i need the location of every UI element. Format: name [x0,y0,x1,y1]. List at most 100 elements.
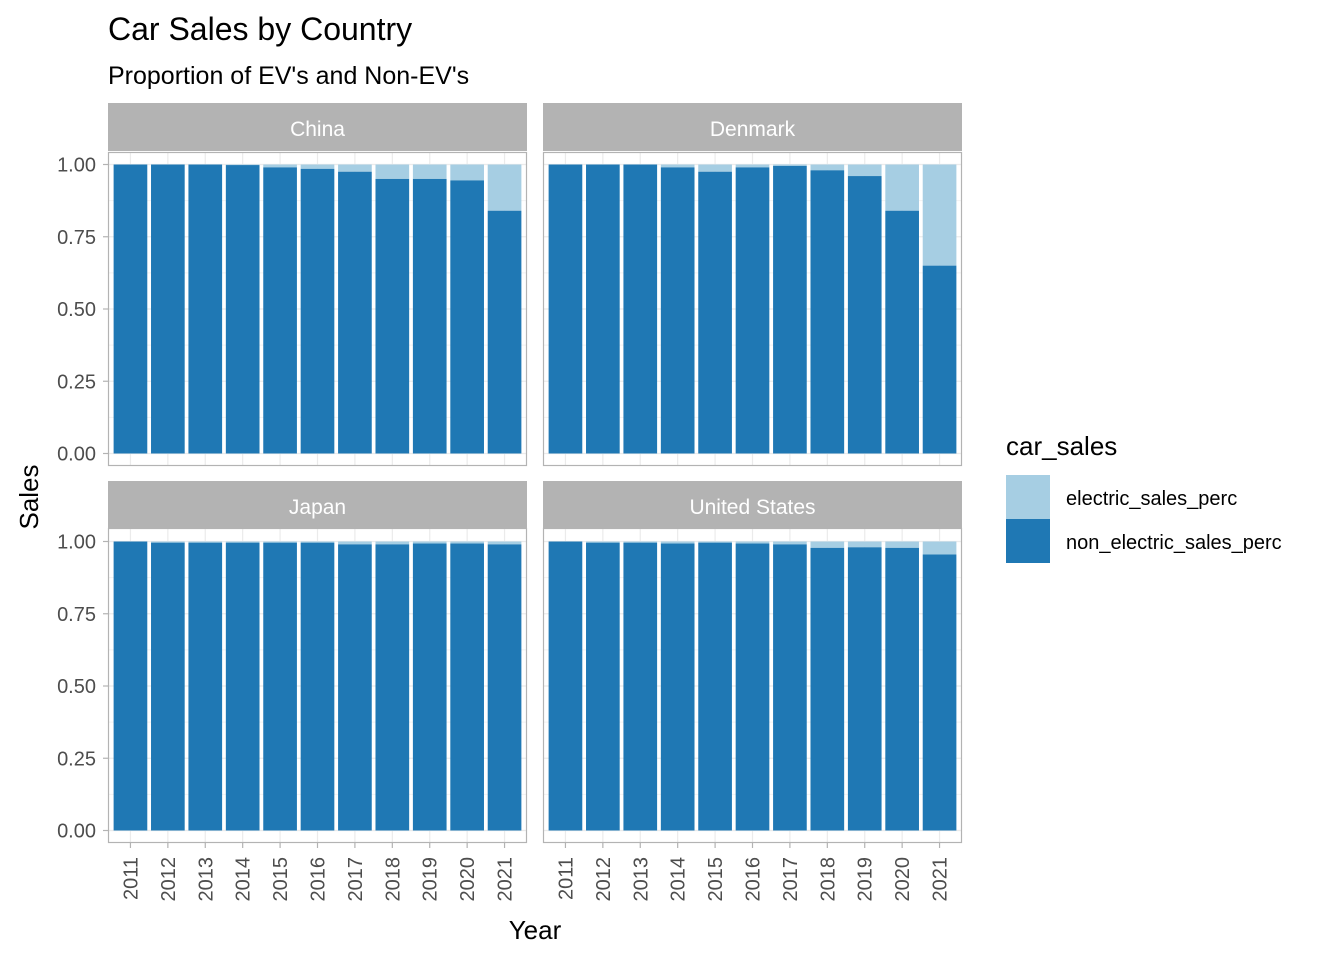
x-tick-label: 2013 [195,857,217,902]
x-tick-label: 2011 [555,857,577,900]
x-tick-label: 2017 [780,857,802,902]
bar-electric-united-states-2013 [623,541,658,543]
legend-swatch-electric [1006,475,1050,519]
bar-non-electric-china-2019 [412,178,447,454]
legend-label-electric: electric_sales_perc [1066,488,1237,510]
bar-non-electric-china-2011 [113,164,148,454]
x-axis-ticks: 2011 2012 2013 2014 2015 2016 2017 2018 2019 2020… [120,843,952,902]
bar-non-electric-denmark-2019 [847,176,882,454]
bar-non-electric-denmark-2018 [810,170,845,454]
bar-non-electric-united-states-2011 [548,541,583,831]
x-tick-label: 2015 [270,857,292,902]
bar-electric-united-states-2017 [773,541,807,545]
strip-label-denmark: Denmark [710,118,796,141]
bar-non-electric-united-states-2015 [698,542,732,831]
x-tick-label: 2020 [892,857,914,902]
x-axis-title: Year [509,915,562,945]
bar-electric-china-2015 [263,164,297,168]
bar-electric-denmark-2015 [698,164,732,172]
strip-china [108,103,527,151]
bar-non-electric-china-2014 [225,165,260,454]
y-tick-label: 1.00 [57,532,96,554]
panel-border [107,527,528,844]
bar-non-electric-japan-2013 [188,542,223,831]
y-tick-label: 0.50 [57,299,96,321]
bar-non-electric-china-2013 [188,164,223,454]
bar-electric-japan-2018 [375,541,410,545]
bar-non-electric-japan-2019 [412,543,447,831]
y-tick-label: 1.00 [57,155,96,177]
bar-non-electric-united-states-2017 [773,544,807,831]
bar-electric-denmark-2016 [735,164,770,168]
x-tick-label: 2012 [593,857,615,902]
bar-electric-united-states-2018 [810,541,845,548]
legend-swatch-non-electric [1006,519,1050,563]
bar-electric-united-states-2014 [660,541,695,544]
y-tick-label: 0.25 [57,371,96,393]
y-axis-title: Sales [14,464,44,529]
x-tick-label: 2018 [382,857,404,902]
bar-non-electric-united-states-2013 [623,542,658,831]
bar-electric-china-2020 [450,164,484,181]
y-tick-label: 0.50 [57,676,96,698]
x-tick-label: 2019 [420,857,442,902]
facet-panels: China 0.00 0.25 0.50 0.75 1.00 Denmark Japan 0.0… [57,103,963,844]
bar-non-electric-china-2015 [263,167,297,454]
bar-electric-denmark-2019 [847,164,882,177]
bar-electric-china-2016 [300,164,335,169]
x-tick-label: 2020 [457,857,479,902]
bar-electric-japan-2016 [300,541,335,543]
bar-electric-china-2021 [487,164,522,211]
bar-electric-japan-2012 [151,541,185,543]
bar-electric-japan-2013 [188,541,223,543]
panel-border [542,527,963,844]
panel-china: China 0.00 0.25 0.50 0.75 1.00 [57,103,528,467]
bar-electric-united-states-2020 [885,541,919,548]
x-tick-label: 2011 [120,857,142,900]
strip-label-china: China [290,118,345,141]
bar-non-electric-japan-2012 [151,542,185,831]
bar-non-electric-denmark-2013 [623,164,658,454]
bar-non-electric-united-states-2016 [735,543,770,831]
bar-electric-china-2018 [375,164,410,179]
legend: car_sales electric_sales_perc non_electr… [1006,431,1282,563]
bar-non-electric-denmark-2021 [922,265,957,454]
bar-electric-denmark-2017 [773,164,807,166]
bar-electric-denmark-2014 [660,164,695,168]
bar-non-electric-japan-2020 [450,543,484,831]
bar-non-electric-denmark-2015 [698,171,732,454]
bar-non-electric-japan-2018 [375,544,410,831]
bar-non-electric-denmark-2014 [660,167,695,454]
bar-electric-china-2014 [225,164,260,166]
bar-electric-united-states-2019 [847,541,882,548]
bar-non-electric-japan-2015 [263,542,297,831]
bar-non-electric-china-2020 [450,180,484,454]
bar-electric-japan-2014 [225,541,260,543]
bar-electric-china-2019 [412,164,447,179]
x-tick-label: 2014 [233,857,255,902]
x-tick-label: 2013 [630,857,652,902]
bar-electric-united-states-2021 [922,541,957,555]
bar-electric-china-2017 [338,164,372,172]
bar-electric-denmark-2021 [922,164,957,266]
bar-electric-japan-2019 [412,541,447,544]
bar-non-electric-denmark-2012 [586,164,620,454]
x-tick-label: 2015 [705,857,727,902]
bar-non-electric-denmark-2011 [548,164,583,454]
legend-title: car_sales [1006,431,1117,461]
legend-label-non-electric: non_electric_sales_perc [1066,532,1282,554]
y-tick-label: 0.25 [57,748,96,770]
bar-non-electric-china-2017 [338,171,372,454]
bar-non-electric-united-states-2020 [885,547,919,831]
bar-electric-united-states-2015 [698,541,732,543]
bar-non-electric-denmark-2016 [735,167,770,454]
y-tick-label: 0.00 [57,821,96,843]
chart-subtitle: Proportion of EV's and Non-EV's [108,62,469,90]
x-tick-label: 2016 [308,857,330,902]
panel-united-states: United States [542,481,963,844]
bar-electric-japan-2015 [263,541,297,543]
bar-electric-japan-2021 [487,541,522,545]
bar-non-electric-japan-2014 [225,542,260,831]
bar-non-electric-denmark-2017 [773,165,807,454]
